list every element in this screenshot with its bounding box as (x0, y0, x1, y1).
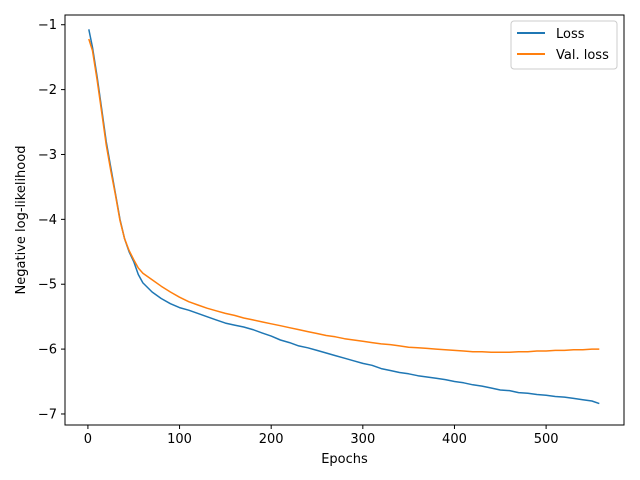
y-tick-label: −3 (38, 148, 57, 163)
x-tick-label: 0 (84, 432, 92, 447)
x-axis-title: Epochs (321, 452, 368, 467)
y-tick-label: −6 (38, 343, 57, 358)
series-line-loss (88, 29, 600, 405)
legend-label-val-loss: Val. loss (556, 48, 609, 63)
x-axis: 0 100 200 300 400 500 (84, 425, 559, 447)
x-tick-label: 400 (442, 432, 467, 447)
x-tick-label: 500 (534, 432, 559, 447)
y-tick-label: −1 (38, 18, 57, 33)
y-tick-label: −2 (38, 83, 57, 98)
y-tick-label: −5 (38, 278, 57, 293)
plot-frame (64, 14, 625, 426)
legend: Loss Val. loss (510, 20, 618, 70)
y-axis-title: Negative log-likelihood (14, 146, 29, 295)
y-tick-label: −7 (38, 407, 57, 422)
x-tick-label: 200 (259, 432, 284, 447)
x-tick-label: 100 (167, 432, 192, 447)
series-line-val-loss (88, 38, 600, 354)
y-tick-label: −4 (38, 213, 57, 228)
series-layer (88, 29, 600, 405)
y-axis: −1 −2 −3 −4 −5 −6 −7 (38, 18, 65, 422)
x-tick-label: 300 (350, 432, 375, 447)
legend-label-loss: Loss (556, 27, 585, 42)
